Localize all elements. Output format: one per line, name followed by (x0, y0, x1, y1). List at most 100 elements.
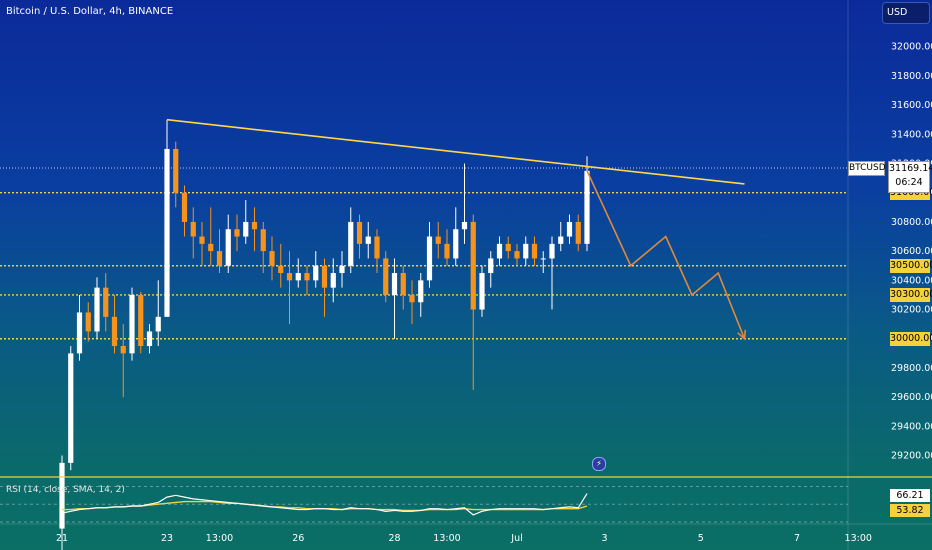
candle-body (321, 265, 328, 288)
candle-body (453, 229, 459, 259)
rsi-value-tag: 66.21 (890, 489, 930, 502)
candle-body (418, 280, 424, 303)
chart-title: Bitcoin / U.S. Dollar, 4h, BINANCE (6, 6, 174, 17)
candle-body (59, 462, 65, 529)
candle-body (313, 265, 319, 281)
candle-body (234, 229, 240, 237)
price-tick-label: 32000.00 (891, 42, 932, 53)
candle-body (111, 316, 118, 347)
time-tick-label: 26 (292, 533, 304, 544)
rsi-sma-tag: 53.82 (890, 504, 930, 517)
price-tick-label: 29400.00 (891, 421, 932, 432)
rsi-line (61, 493, 588, 516)
candle-body (286, 273, 293, 281)
candle-body (584, 170, 590, 244)
candle-body (566, 221, 573, 237)
candle-body (146, 331, 153, 347)
candle-body (278, 265, 284, 274)
candle-body (400, 273, 406, 295)
candle-body (295, 273, 301, 281)
candle-body (356, 221, 363, 244)
candle-body (505, 243, 511, 252)
candle-body (523, 243, 529, 259)
candle-body (461, 221, 468, 230)
candle-body (488, 258, 494, 274)
candle-body (173, 148, 179, 193)
price-tick-label: 30600.00 (891, 246, 932, 257)
candle-body (138, 294, 144, 347)
level-price-tag: 30500.00 (890, 258, 932, 273)
candle-body (85, 312, 91, 332)
candle-body (540, 258, 546, 260)
horizontal-levels (0, 167, 848, 340)
candle-body (190, 221, 196, 237)
candle-body (348, 221, 354, 266)
candle-body (374, 236, 380, 259)
candle-body (164, 148, 170, 317)
time-tick-label: 21 (56, 533, 68, 544)
candle-body (129, 294, 135, 354)
current-price-value: 31169.14 (889, 163, 932, 175)
candles (59, 119, 590, 550)
rsi-pane (0, 476, 932, 523)
candle-body (435, 236, 441, 244)
candle-body (225, 229, 231, 266)
candle-body (339, 265, 345, 274)
candle-body (304, 273, 310, 281)
candle-body (199, 236, 205, 244)
candle-countdown: 06:24 (895, 177, 923, 189)
candle-body (103, 287, 109, 317)
rsi-legend[interactable]: RSI (14, close, SMA, 14, 2) (6, 485, 125, 495)
time-tick-label: 3 (601, 533, 607, 544)
current-price-tag: 31169.14 06:24 (888, 161, 932, 194)
projection-arrowhead (737, 329, 747, 341)
candle-body (383, 258, 389, 295)
time-tick-label: 13:00 (433, 533, 460, 544)
candle-body (391, 273, 398, 295)
time-tick-label: 23 (161, 533, 173, 544)
time-tick-label: 28 (388, 533, 400, 544)
level-price-tag: 30000.00 (890, 331, 932, 346)
candle-body (531, 243, 538, 259)
lightning-icon[interactable]: ⚡ (592, 457, 606, 471)
time-tick-label: 5 (698, 533, 704, 544)
candle-body (426, 236, 433, 281)
candle-body (479, 273, 485, 310)
price-tick-label: 29800.00 (891, 363, 932, 374)
price-tick-label: 29600.00 (891, 392, 932, 403)
candle-body (496, 243, 503, 259)
price-axis: 29200.00 29400.00 29600.00 29800.00 30000.00… (847, 0, 932, 550)
candle-body (558, 236, 564, 244)
candle-body (251, 221, 258, 230)
candle-body (444, 243, 450, 259)
candle-body (120, 346, 126, 354)
trend-line (166, 118, 745, 185)
candle-body (269, 251, 275, 266)
candle-body (68, 353, 74, 463)
price-tick-label: 30800.00 (891, 217, 932, 228)
drawings (166, 118, 747, 341)
candle-body (575, 221, 581, 244)
projection-path (586, 170, 746, 340)
price-tick-label: 31600.00 (891, 100, 932, 111)
price-tick-label: 31400.00 (891, 129, 932, 140)
candle-body (514, 251, 520, 259)
candle-body (76, 312, 83, 354)
candle-body (409, 294, 415, 303)
candle-body (330, 273, 336, 288)
time-tick-label: Jul (510, 533, 522, 544)
time-tick-label: 7 (794, 533, 800, 544)
symbol-tag: BTCUSD (848, 161, 886, 177)
candle-body (181, 192, 188, 222)
level-price-tag: 30300.00 (890, 287, 932, 302)
candle-body (260, 229, 266, 252)
price-tick-label: 31800.00 (891, 71, 932, 82)
currency-selector[interactable]: USD (882, 2, 930, 24)
time-tick-label: 13:00 (206, 533, 233, 544)
time-axis: 21 23 13:00 26 28 13:00 Jul 3 5 7 13:00 (0, 523, 932, 544)
price-tick-label: 29200.00 (891, 451, 932, 462)
candle-body (243, 221, 249, 237)
candle-body (365, 236, 371, 244)
